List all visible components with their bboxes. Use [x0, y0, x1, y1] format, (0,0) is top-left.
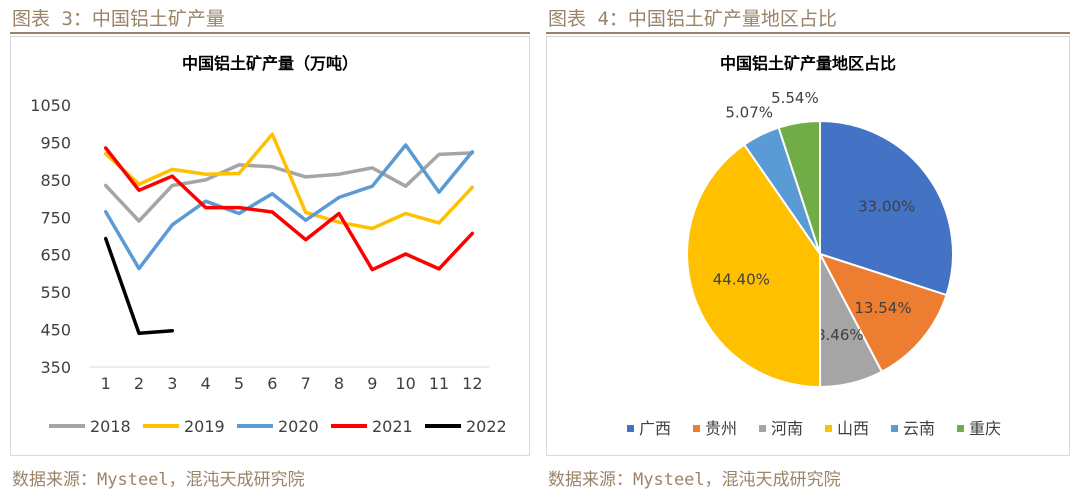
legend-label-2021: 2021 — [372, 417, 413, 436]
x-tick-label: 10 — [395, 374, 415, 393]
pie-slice-重庆 — [777, 119, 821, 255]
pie-data-label-广西: 33.00% — [858, 198, 915, 216]
legend-label-重庆: 重庆 — [969, 419, 1001, 438]
x-tick-label: 5 — [234, 374, 244, 393]
pie-data-label-贵州: 13.54% — [854, 299, 911, 317]
pie-chart-title: 中国铝土矿产量地区占比 — [720, 54, 896, 73]
series-line-2021 — [103, 146, 475, 272]
series-line-2022 — [103, 236, 175, 336]
y-tick-label: 950 — [40, 133, 71, 152]
x-tick-label: 9 — [367, 374, 377, 393]
legend-swatch-河南 — [759, 425, 766, 432]
pie-slice-广西 — [819, 119, 954, 297]
pie-slice-山西 — [686, 143, 822, 389]
pie-chart: 中国铝土矿产量地区占比 33.00% 13.54% 8.46% 44.40% 5.07%5… — [627, 54, 1001, 438]
x-tick-label: 12 — [462, 374, 482, 393]
y-tick-label: 750 — [40, 208, 71, 227]
pie-chart-panel: 中国铝土矿产量地区占比 33.00% 13.54% 8.46% 44.40% 5.07% 5… — [546, 36, 1070, 456]
legend-label-贵州: 贵州 — [705, 419, 737, 438]
legend-label-2020: 2020 — [278, 417, 319, 436]
legend-swatch-山西 — [825, 425, 832, 432]
y-tick-label: 850 — [40, 171, 71, 190]
legend-label-河南: 河南 — [771, 419, 803, 438]
y-tick-label: 550 — [40, 283, 71, 302]
x-tick-label: 1 — [101, 374, 111, 393]
legend-label-广西: 广西 — [639, 419, 671, 438]
line-chart-title: 中国铝土矿产量（万吨） — [182, 54, 358, 73]
legend-label-云南: 云南 — [903, 419, 935, 438]
series-line-2019 — [103, 132, 475, 231]
legend-label-2022: 2022 — [466, 417, 507, 436]
left-caption-rule — [10, 32, 530, 34]
left-figure-source: 数据来源：Mysteel，混沌天成研究院 — [12, 470, 305, 490]
series-line-2020 — [103, 143, 475, 271]
right-caption-rule — [546, 32, 1070, 34]
x-tick-label: 4 — [201, 374, 211, 393]
legend-swatch-重庆 — [957, 425, 964, 432]
legend-label-山西: 山西 — [837, 419, 869, 438]
right-figure-caption: 图表 4：中国铝土矿产量地区占比 — [548, 8, 837, 30]
pie-data-label-云南: 5.07% — [725, 104, 773, 122]
legend-swatch-贵州 — [693, 425, 700, 432]
pie-data-label-河南: 8.46% — [816, 326, 864, 344]
legend-label-2018: 2018 — [90, 417, 131, 436]
right-figure-source: 数据来源：Mysteel，混沌天成研究院 — [548, 470, 841, 490]
x-tick-label: 3 — [167, 374, 177, 393]
pie-slice-贵州 — [817, 252, 948, 374]
line-chart-panel: 中国铝土矿产量（万吨） 350 450 550 650 750 850 950 1050 1 2 3 4… — [10, 36, 530, 456]
y-tick-label: 1050 — [30, 96, 71, 115]
legend-swatch-广西 — [627, 425, 634, 432]
y-tick-label: 650 — [40, 246, 71, 265]
legend-label-2019: 2019 — [184, 417, 225, 436]
x-tick-label: 11 — [429, 374, 449, 393]
x-tick-label: 8 — [334, 374, 344, 393]
x-tick-label: 2 — [134, 374, 144, 393]
x-tick-label: 7 — [301, 374, 311, 393]
legend-swatch-云南 — [891, 425, 898, 432]
left-figure-caption: 图表 3：中国铝土矿产量 — [12, 8, 225, 30]
x-tick-label: 6 — [267, 374, 277, 393]
pie-data-label-重庆: 5.54% — [771, 89, 819, 107]
y-tick-label: 450 — [40, 321, 71, 340]
y-tick-label: 350 — [40, 358, 71, 377]
pie-data-label-山西: 44.40% — [713, 271, 770, 289]
